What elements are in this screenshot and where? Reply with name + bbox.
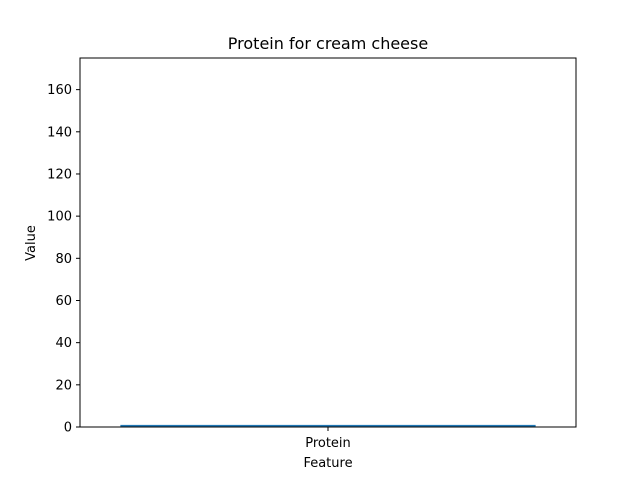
x-axis: Protein: [305, 427, 351, 451]
y-tick-label: 60: [55, 294, 72, 309]
plot-frame: [79, 57, 577, 428]
y-tick-label: 80: [55, 252, 72, 267]
x-tick-label: Protein: [305, 436, 351, 451]
chart-title: Protein for cream cheese: [228, 34, 428, 53]
y-tick-label: 20: [55, 378, 72, 393]
y-tick-label: 120: [47, 167, 72, 182]
y-tick-label: 140: [47, 125, 72, 140]
y-tick-label: 0: [64, 421, 72, 436]
x-axis-label: Feature: [303, 456, 352, 471]
bars-group: [120, 424, 536, 427]
bar-protein: [120, 424, 536, 427]
y-tick-label: 100: [47, 210, 72, 225]
y-axis: 0 20 40 60 80 100 120 140 160: [47, 83, 80, 436]
y-axis-label: Value: [24, 225, 39, 261]
y-tick-label: 40: [55, 336, 72, 351]
y-tick-label: 160: [47, 83, 72, 98]
